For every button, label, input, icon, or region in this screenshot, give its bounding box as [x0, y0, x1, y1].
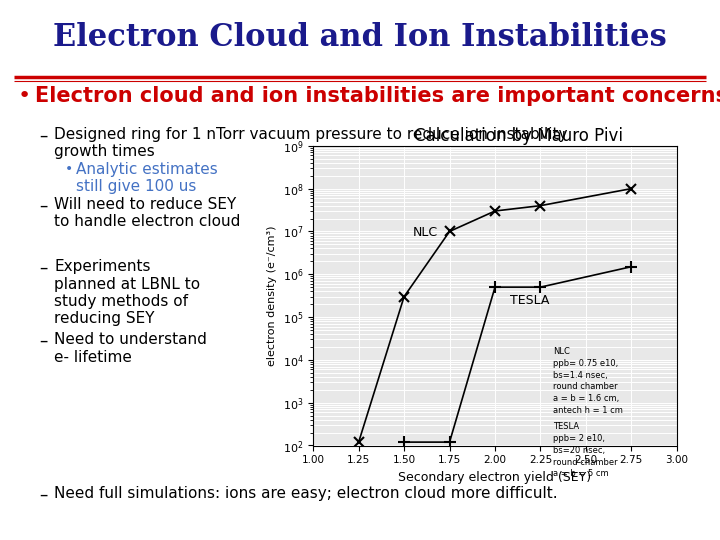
Text: –: – — [40, 332, 48, 350]
Text: Analytic estimates
still give 100 us: Analytic estimates still give 100 us — [76, 162, 217, 194]
Text: Need full simulations: ions are easy; electron cloud more difficult.: Need full simulations: ions are easy; el… — [54, 486, 557, 501]
Text: –: – — [40, 127, 48, 145]
Text: Electron Cloud and Ion Instabilities: Electron Cloud and Ion Instabilities — [53, 22, 667, 53]
Text: TESLA
ppb= 2 e10,
bs=20 nsec,
round chamber
a = b = 5 cm: TESLA ppb= 2 e10, bs=20 nsec, round cham… — [553, 422, 618, 478]
Text: TESLA: TESLA — [510, 294, 549, 307]
Text: •: • — [18, 86, 31, 106]
Text: Electron cloud and ion instabilities are important concerns: Electron cloud and ion instabilities are… — [35, 86, 720, 106]
X-axis label: Secondary electron yield (SEY): Secondary electron yield (SEY) — [398, 471, 592, 484]
Text: Experiments
planned at LBNL to
study methods of
reducing SEY: Experiments planned at LBNL to study met… — [54, 259, 200, 326]
Y-axis label: electron density (e⁻/cm³): electron density (e⁻/cm³) — [267, 225, 277, 366]
Text: Need to understand
e- lifetime: Need to understand e- lifetime — [54, 332, 207, 365]
Text: Designed ring for 1 nTorr vacuum pressure to reduce ion instability
growth times: Designed ring for 1 nTorr vacuum pressur… — [54, 127, 567, 159]
Text: NLC: NLC — [413, 226, 438, 239]
Text: –: – — [40, 197, 48, 215]
Text: –: – — [40, 259, 48, 277]
Text: Calculation by Mauro Pivi: Calculation by Mauro Pivi — [414, 127, 623, 145]
Text: Will need to reduce SEY
to handle electron cloud: Will need to reduce SEY to handle electr… — [54, 197, 240, 230]
Text: –: – — [40, 486, 48, 504]
Text: NLC
ppb= 0.75 e10,
bs=1.4 nsec,
round chamber
a = b = 1.6 cm,
antech h = 1 cm: NLC ppb= 0.75 e10, bs=1.4 nsec, round ch… — [553, 347, 623, 415]
Text: •: • — [65, 162, 73, 176]
